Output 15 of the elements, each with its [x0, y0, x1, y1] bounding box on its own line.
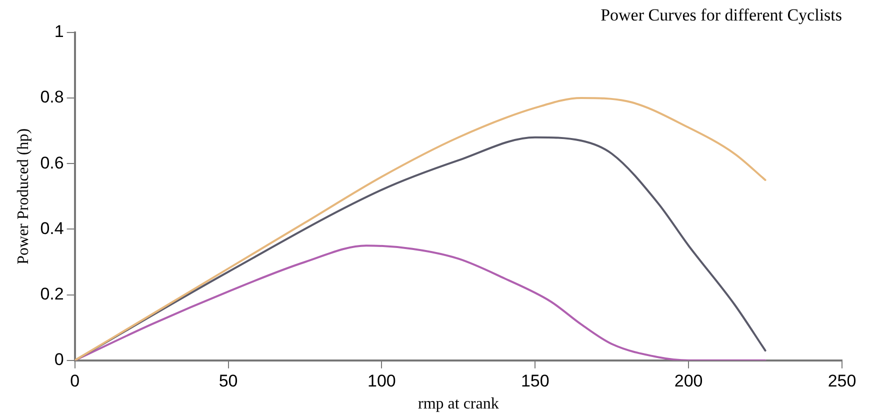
x-tick-label: 200	[674, 371, 703, 390]
y-tick-label: 0	[54, 350, 64, 370]
y-axis-title: Power Produced (hp)	[14, 128, 32, 264]
x-tick-label: 0	[70, 371, 80, 390]
x-tick-label: 150	[520, 371, 550, 390]
x-tick-label: 250	[828, 371, 856, 390]
y-tick-label: 0.6	[40, 153, 64, 172]
y-tick-label: 0.8	[40, 88, 64, 107]
x-axis-title: rmp at crank	[418, 396, 499, 413]
chart-title: Power Curves for different Cyclists	[600, 6, 842, 25]
y-tick-label: 1	[54, 22, 64, 42]
y-tick-label: 0.4	[40, 218, 64, 238]
x-tick-label: 100	[368, 371, 396, 390]
y-tick-label: 0.2	[40, 284, 64, 304]
x-tick-label: 50	[218, 371, 238, 390]
